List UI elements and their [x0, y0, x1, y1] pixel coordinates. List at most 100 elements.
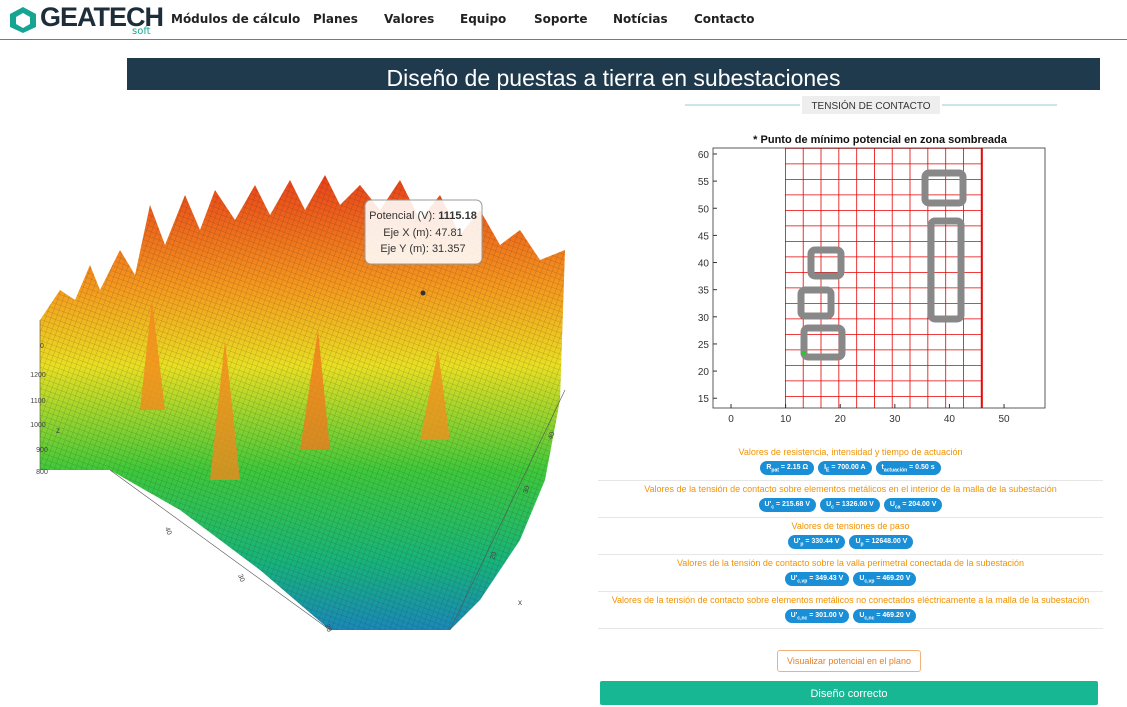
- badge-value: = 0.50 s: [907, 464, 935, 471]
- plot-title: * Punto de mínimo potencial en zona somb…: [753, 134, 1008, 146]
- nav-link[interactable]: Soporte: [534, 12, 588, 26]
- nav-link[interactable]: Equipo: [460, 12, 507, 26]
- z-tick-label: 0: [40, 343, 44, 350]
- badge: IE = 700.00 A: [818, 461, 872, 475]
- badge: U'p = 330.44 V: [787, 535, 846, 549]
- badge: U'c,vp = 349.43 V: [784, 572, 850, 586]
- badge-value: = 700.00 A: [829, 464, 866, 471]
- x-tick-label: 30: [522, 485, 531, 495]
- badge-value: = 469.20 V: [874, 612, 911, 619]
- z-tick-label: 1100: [30, 398, 45, 405]
- badge-symbol: t: [881, 464, 884, 471]
- result-heading: Valores de tensiones de paso: [791, 521, 910, 531]
- x-tick-label: 30: [889, 414, 901, 425]
- x-tick-label: 10: [780, 414, 792, 425]
- plot-frame: [712, 147, 1046, 409]
- badge-value: = 2.15 Ω: [778, 464, 809, 471]
- badge-subscript: c,nc: [864, 615, 875, 622]
- surface-plot[interactable]: Potencial (V): 1115.18 Eje X (m): 47.81 …: [0, 150, 590, 650]
- badge-subscript: p: [860, 541, 864, 548]
- x-tick-label: 20: [489, 551, 498, 561]
- mesh-grid: [785, 148, 983, 408]
- nav-link[interactable]: Contacto: [694, 12, 755, 26]
- result-row: Valores de la tensión de contacto sobre …: [598, 555, 1103, 592]
- badge-subscript: c: [771, 504, 775, 511]
- badge: U'c = 215.68 V: [758, 498, 817, 512]
- badge: Uca = 204.00 V: [883, 498, 943, 512]
- surface: [39, 175, 566, 631]
- result-row: Valores de la tensión de contacto sobre …: [598, 592, 1103, 629]
- contact-plot: TENSIÓN DE CONTACTO * Punto de mínimo po…: [685, 96, 1057, 425]
- x-tick-label: 20: [835, 414, 847, 425]
- logo-sub: soft: [132, 26, 151, 37]
- badge-value: = 12648.00 V: [863, 538, 908, 545]
- badge-subscript: ca: [894, 504, 901, 511]
- y-tick-label: 30: [236, 573, 245, 583]
- nav-link[interactable]: Valores: [384, 12, 435, 26]
- y-tick-label: 50: [698, 204, 710, 215]
- y-tick-label: 30: [698, 313, 710, 324]
- result-heading: Valores de la tensión de contacto sobre …: [676, 558, 1025, 568]
- badge-group: U'p = 330.44 V Up = 12648.00 V: [598, 535, 1103, 551]
- badge-symbol: U: [889, 501, 895, 508]
- badge-subscript: c,vp: [864, 578, 875, 585]
- logo[interactable]: GEATECH: [40, 2, 164, 32]
- badge: Rpat = 2.15 Ω: [760, 461, 815, 475]
- badge-symbol: U': [790, 575, 798, 582]
- z-axis-label: z: [56, 426, 60, 435]
- tooltip-value: 1115.18: [438, 210, 477, 222]
- y-tick-label: 25: [698, 340, 710, 351]
- y-tick-label: 55: [698, 177, 710, 188]
- y-tick-label: 45: [698, 231, 710, 242]
- badge-value: = 330.44 V: [803, 538, 840, 545]
- badge-value: = 301.00 V: [807, 612, 844, 619]
- result-row: Valores de la tensión de contacto sobre …: [598, 481, 1103, 518]
- badge-value: = 215.68 V: [774, 501, 811, 508]
- tooltip: Potencial (V): 1115.18 Eje X (m): 47.81 …: [364, 199, 483, 265]
- badge-symbol: U: [826, 501, 832, 508]
- section-label: TENSIÓN DE CONTACTO: [811, 99, 930, 112]
- visualize-button[interactable]: Visualizar potencial en el plano: [777, 650, 921, 672]
- result-button[interactable]: Diseño correcto: [600, 681, 1098, 705]
- badge: Uc,nc = 469.20 V: [853, 609, 917, 623]
- nav-link[interactable]: Notícias: [613, 12, 668, 26]
- z-tick-label: 1000: [30, 422, 46, 429]
- badge-symbol: I: [824, 464, 827, 471]
- y-tick-label: 40: [698, 259, 710, 270]
- y-tick-label: 20: [698, 367, 710, 378]
- result-heading: Valores de la tensión de contacto sobre …: [644, 484, 1057, 494]
- badge-symbol: U: [855, 538, 861, 545]
- banner-title: Diseño de puestas a tierra en subestacio…: [386, 65, 841, 90]
- badge-group: U'c,nc = 301.00 V Uc,nc = 469.20 V: [598, 609, 1103, 625]
- results: Valores de resistencia, intensidad y tie…: [598, 444, 1103, 629]
- y-tick-label: 40: [163, 526, 172, 536]
- z-tick-label: 800: [36, 469, 48, 476]
- result-heading: Valores de la tensión de contacto sobre …: [611, 595, 1090, 605]
- nav-link[interactable]: Módulos de cálculo: [171, 12, 301, 26]
- z-tick-label: 900: [36, 447, 48, 454]
- badge-symbol: U: [859, 612, 865, 619]
- z-tick-label: 1200: [30, 372, 46, 379]
- badge-subscript: c,nc: [797, 615, 808, 622]
- result-heading: Valores de resistencia, intensidad y tie…: [738, 447, 963, 457]
- tooltip-y: Eje Y (m): 31.357: [380, 243, 465, 255]
- x-tick-label: 50: [998, 414, 1010, 425]
- x-tick-label: 40: [944, 414, 956, 425]
- y-tick-label: 35: [698, 286, 710, 297]
- y-tick-label: 60: [698, 150, 710, 161]
- result-row: Valores de tensiones de paso U'p = 330.44…: [598, 518, 1103, 555]
- nav-link[interactable]: Planes: [313, 12, 358, 26]
- banner: Diseño de puestas a tierra en subestacio…: [127, 58, 1100, 90]
- tooltip-label: Potencial (V):: [369, 210, 438, 222]
- badge: Uc,vp = 469.20 V: [853, 572, 917, 586]
- badge-value: = 349.43 V: [807, 575, 844, 582]
- badge-symbol: U: [859, 575, 865, 582]
- hover-point: [420, 290, 426, 296]
- badge-subscript: E: [826, 467, 830, 474]
- section-label-bg: [802, 96, 940, 114]
- badge-subscript: pat: [771, 467, 779, 474]
- badge-value: = 204.00 V: [900, 501, 937, 508]
- logo-icon: [10, 7, 36, 33]
